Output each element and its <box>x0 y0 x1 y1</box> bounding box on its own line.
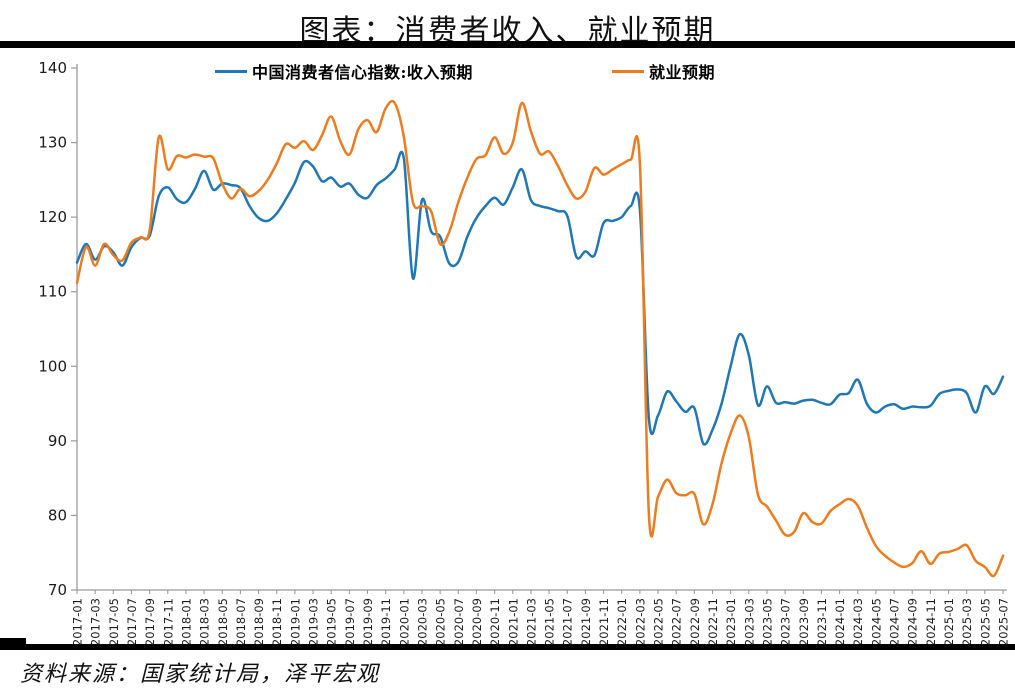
svg-text:2023-11: 2023-11 <box>815 598 829 646</box>
svg-text:2018-05: 2018-05 <box>216 598 230 646</box>
svg-text:90: 90 <box>48 432 67 450</box>
svg-text:2017-05: 2017-05 <box>107 598 121 646</box>
svg-text:2024-01: 2024-01 <box>833 598 847 646</box>
svg-text:2017-07: 2017-07 <box>125 598 139 646</box>
svg-text:2025-01: 2025-01 <box>942 598 956 646</box>
income-line-swatch <box>215 69 247 73</box>
svg-text:2024-09: 2024-09 <box>906 598 920 646</box>
source-note: 资料来源：国家统计局，泽平宏观 <box>20 662 381 687</box>
svg-text:2017-09: 2017-09 <box>143 598 157 646</box>
bottom-separator-bar <box>0 644 1015 650</box>
svg-text:2019-09: 2019-09 <box>361 598 375 646</box>
bottom-bar-notch <box>0 638 26 646</box>
svg-text:2021-03: 2021-03 <box>524 598 538 646</box>
svg-text:2021-11: 2021-11 <box>597 598 611 646</box>
svg-text:2022-03: 2022-03 <box>633 598 647 646</box>
svg-text:2018-09: 2018-09 <box>252 598 266 646</box>
svg-text:2022-09: 2022-09 <box>688 598 702 646</box>
svg-text:2022-05: 2022-05 <box>652 598 666 646</box>
svg-text:2019-11: 2019-11 <box>379 598 393 646</box>
svg-text:2023-01: 2023-01 <box>724 598 738 646</box>
svg-text:70: 70 <box>48 581 67 599</box>
svg-text:130: 130 <box>38 134 67 152</box>
svg-text:2024-05: 2024-05 <box>869 598 883 646</box>
svg-text:2025-05: 2025-05 <box>978 598 992 646</box>
title-separator-bar <box>0 41 1015 48</box>
svg-text:2019-01: 2019-01 <box>288 598 302 646</box>
svg-text:120: 120 <box>38 208 67 226</box>
svg-text:2024-11: 2024-11 <box>924 598 938 646</box>
svg-text:2018-01: 2018-01 <box>179 598 193 646</box>
svg-text:2019-03: 2019-03 <box>307 598 321 646</box>
svg-text:2020-05: 2020-05 <box>434 598 448 646</box>
svg-text:140: 140 <box>38 59 67 77</box>
svg-text:2024-03: 2024-03 <box>851 598 865 646</box>
svg-text:2020-03: 2020-03 <box>415 598 429 646</box>
legend-label-employment: 就业预期 <box>649 63 716 82</box>
svg-text:2022-01: 2022-01 <box>615 598 629 646</box>
svg-text:2023-03: 2023-03 <box>742 598 756 646</box>
legend-item-income: 中国消费者信心指数:收入预期 <box>215 61 473 82</box>
svg-text:2021-07: 2021-07 <box>561 598 575 646</box>
svg-text:100: 100 <box>38 357 67 375</box>
svg-text:2023-07: 2023-07 <box>779 598 793 646</box>
svg-text:2021-05: 2021-05 <box>543 598 557 646</box>
legend-item-employment: 就业预期 <box>612 61 716 82</box>
svg-text:2018-11: 2018-11 <box>270 598 284 646</box>
svg-text:80: 80 <box>48 506 67 524</box>
svg-text:2017-01: 2017-01 <box>71 598 85 646</box>
svg-text:2020-07: 2020-07 <box>452 598 466 646</box>
svg-text:2020-01: 2020-01 <box>397 598 411 646</box>
svg-text:2017-11: 2017-11 <box>161 598 175 646</box>
svg-text:2021-09: 2021-09 <box>579 598 593 646</box>
employment-line-swatch <box>612 69 644 73</box>
svg-text:2019-07: 2019-07 <box>343 598 357 646</box>
svg-text:2023-05: 2023-05 <box>760 598 774 646</box>
svg-text:2025-07: 2025-07 <box>997 598 1011 646</box>
chart-legend: 中国消费者信心指数:收入预期 就业预期 <box>0 61 1015 82</box>
svg-text:2024-07: 2024-07 <box>888 598 902 646</box>
svg-text:2020-09: 2020-09 <box>470 598 484 646</box>
svg-text:2017-03: 2017-03 <box>89 598 103 646</box>
svg-text:2018-07: 2018-07 <box>234 598 248 646</box>
svg-text:2020-11: 2020-11 <box>488 598 502 646</box>
legend-label-income: 中国消费者信心指数:收入预期 <box>252 63 473 82</box>
svg-text:2022-07: 2022-07 <box>670 598 684 646</box>
svg-text:2025-03: 2025-03 <box>960 598 974 646</box>
svg-text:110: 110 <box>38 283 67 301</box>
svg-text:2022-11: 2022-11 <box>706 598 720 646</box>
svg-text:2021-01: 2021-01 <box>506 598 520 646</box>
svg-text:2018-03: 2018-03 <box>198 598 212 646</box>
svg-text:2023-09: 2023-09 <box>797 598 811 646</box>
svg-text:2019-05: 2019-05 <box>325 598 339 646</box>
